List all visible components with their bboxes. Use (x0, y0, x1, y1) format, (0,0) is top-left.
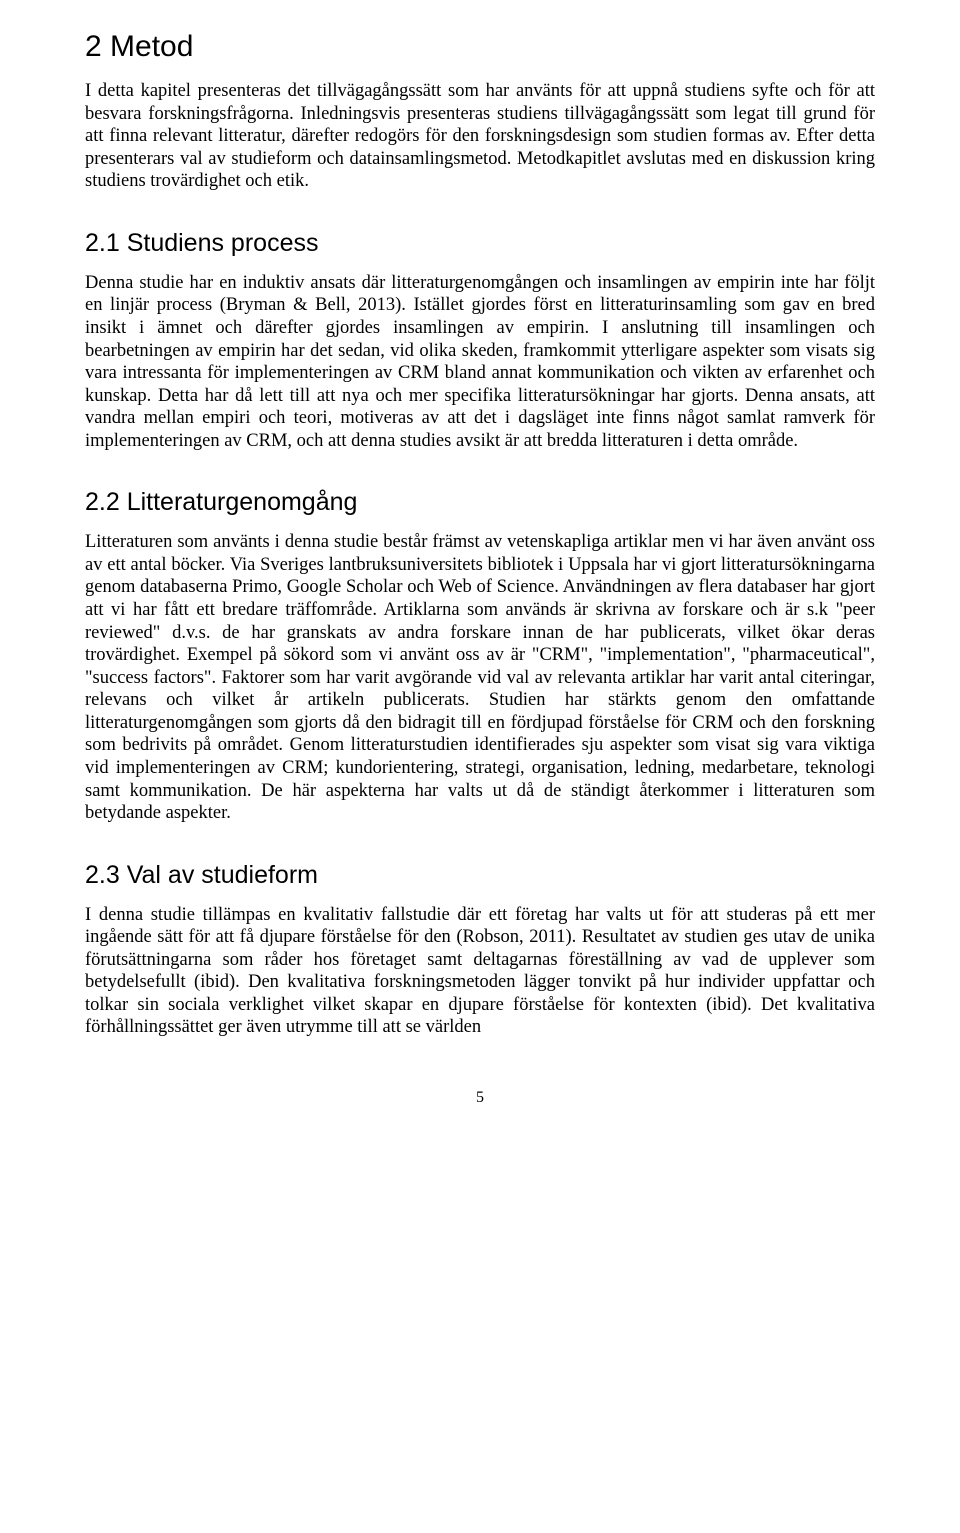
section1-paragraph: Denna studie har en induktiv ansats där … (85, 272, 875, 453)
heading-val-av-studieform: 2.3 Val av studieform (85, 861, 875, 890)
intro-paragraph: I detta kapitel presenteras det tillväga… (85, 80, 875, 193)
section3-paragraph: I denna studie tillämpas en kvalitativ f… (85, 904, 875, 1039)
page-number: 5 (85, 1089, 875, 1107)
heading-studiens-process: 2.1 Studiens process (85, 229, 875, 258)
heading-metod: 2 Metod (85, 30, 875, 64)
section2-paragraph: Litteraturen som använts i denna studie … (85, 531, 875, 824)
heading-litteraturgenomgang: 2.2 Litteraturgenomgång (85, 488, 875, 517)
